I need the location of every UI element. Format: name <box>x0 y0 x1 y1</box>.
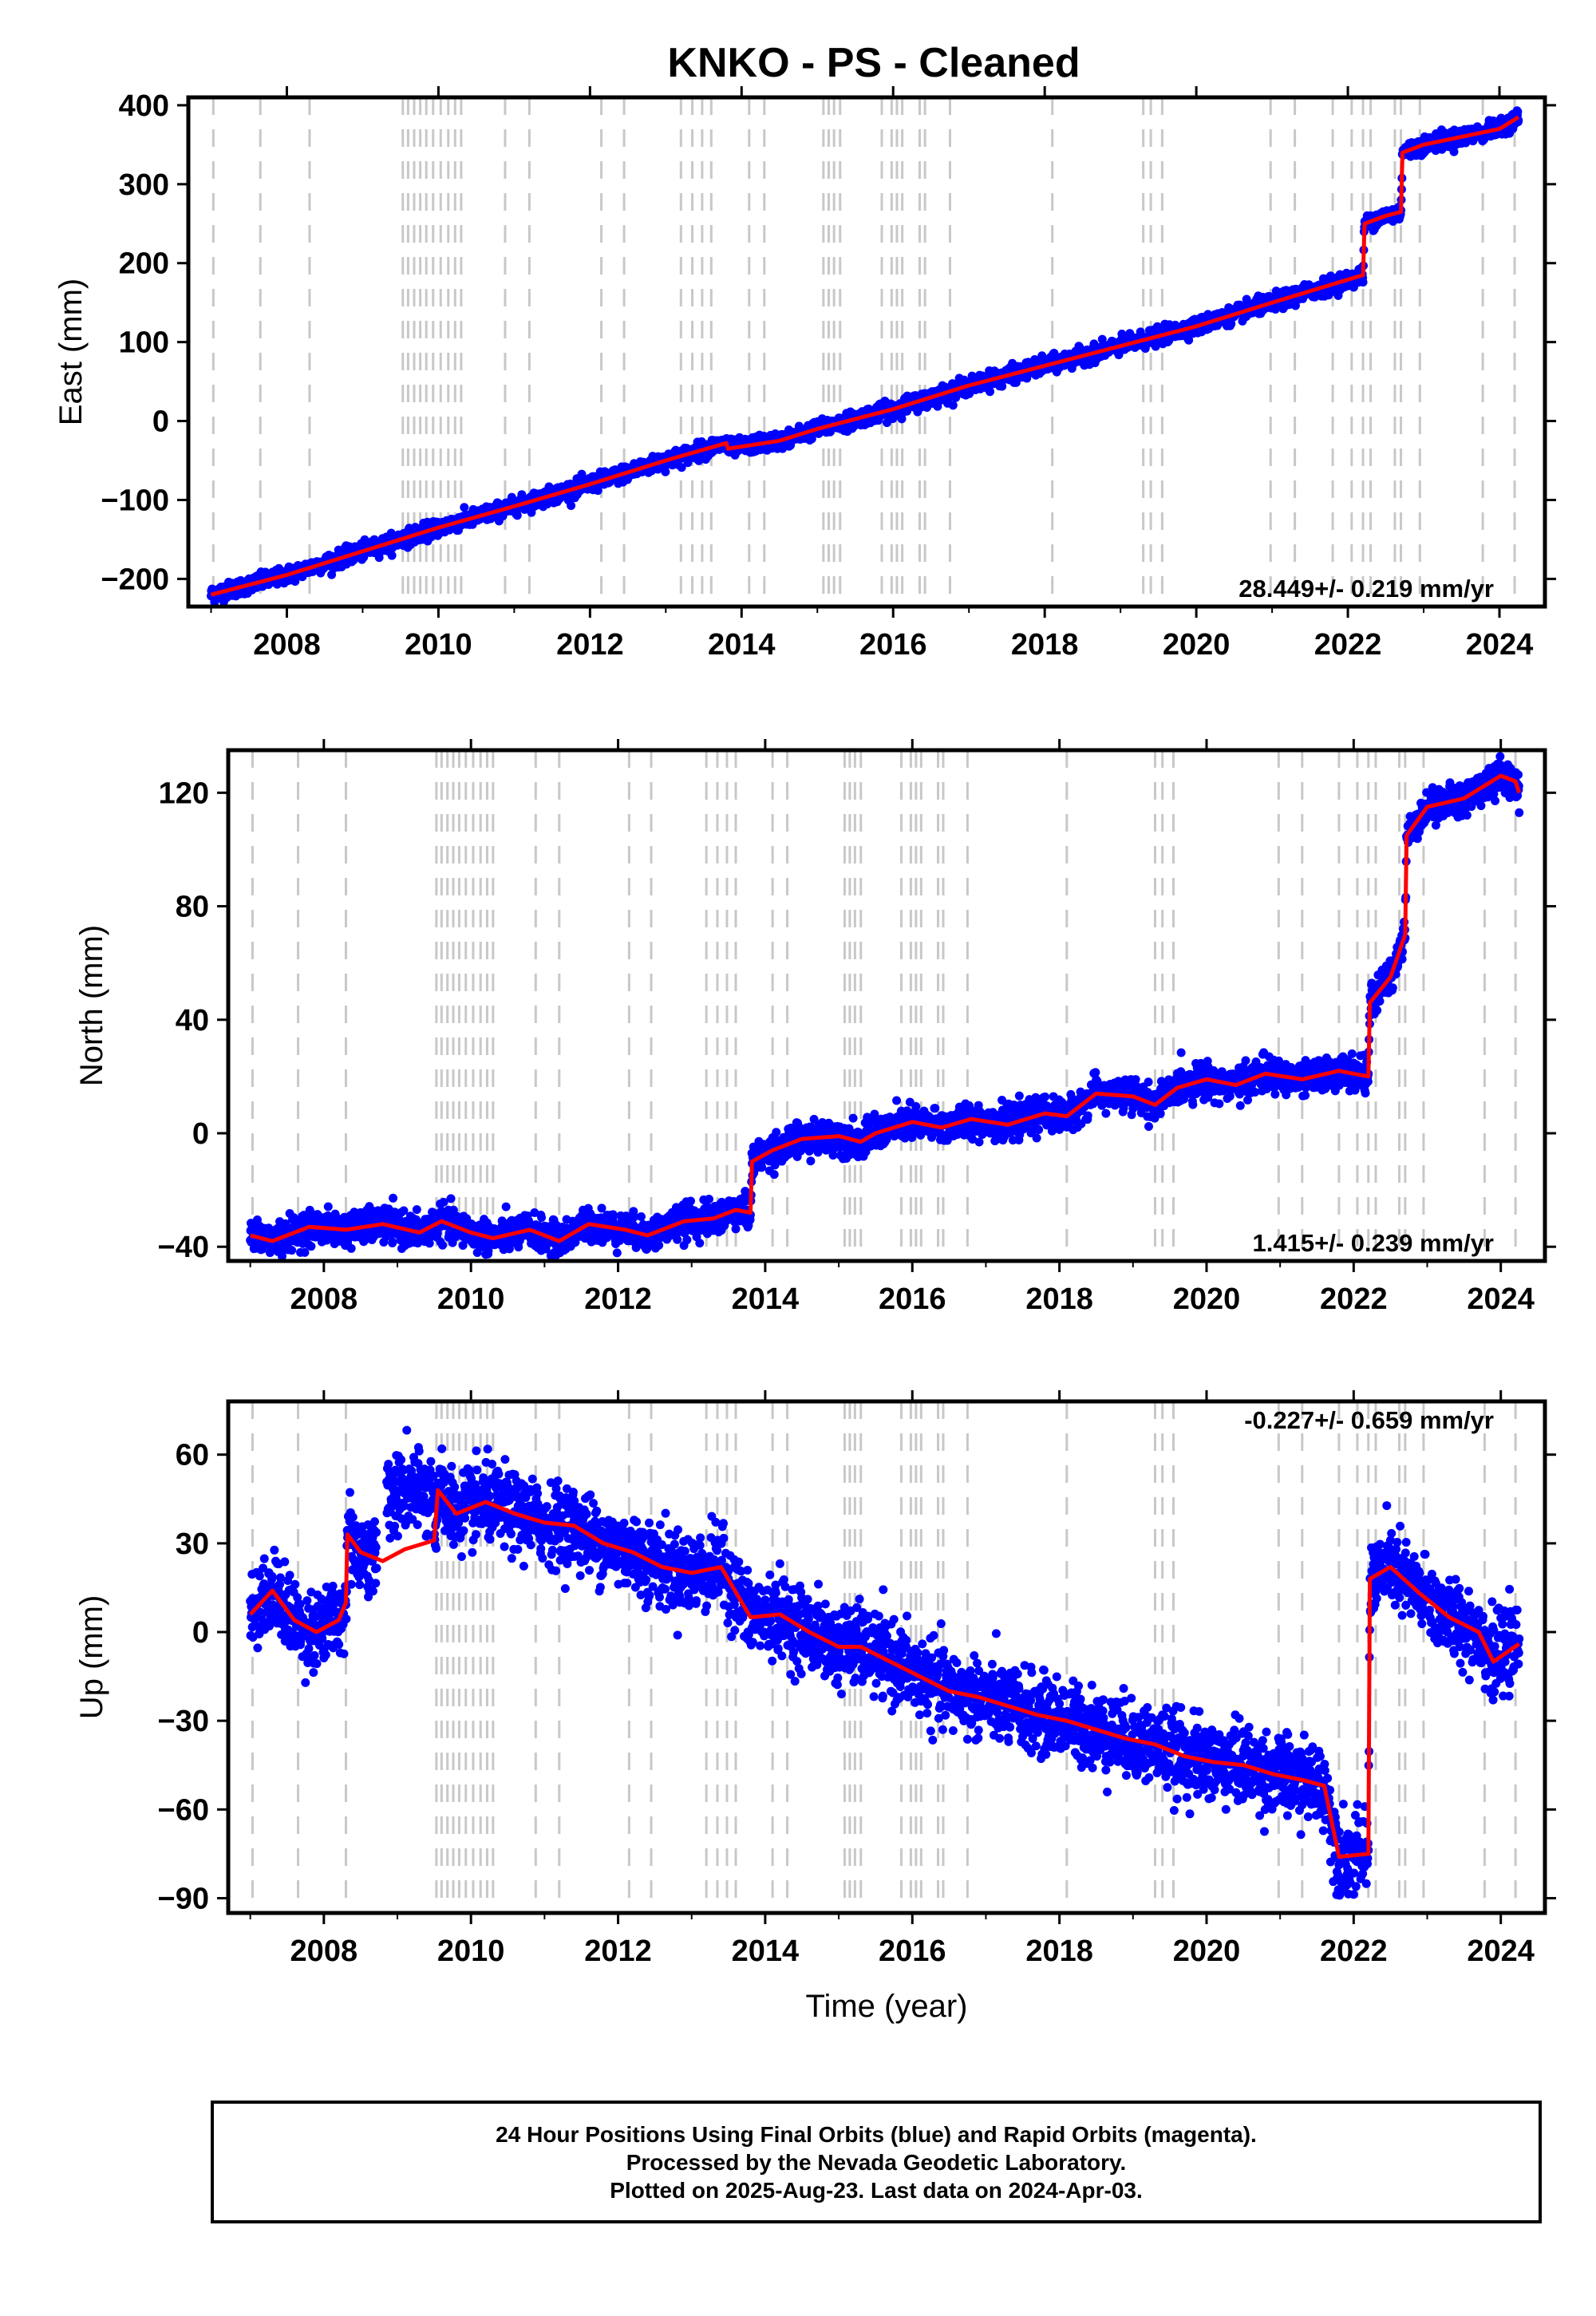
data-point <box>1449 147 1459 156</box>
x-tick-label: 2022 <box>1314 628 1382 662</box>
event-lines <box>211 97 1516 607</box>
panel-1: 2008 2010 2012 2014 2016 2018 2020 2022 2024 −200… <box>53 86 1556 662</box>
data-point <box>567 500 576 510</box>
x-tick-label: 2014 <box>708 628 776 662</box>
event-lines <box>251 750 1517 1261</box>
data-point <box>501 1202 511 1211</box>
data-point <box>998 381 1007 391</box>
rate-label: 28.449+/- 0.219 mm/yr <box>1238 575 1494 603</box>
data-point <box>388 1237 397 1247</box>
data-point <box>439 1197 448 1207</box>
y-tick-label: 200 <box>119 247 169 281</box>
data-point <box>346 1243 356 1253</box>
panel-2: 2008 2010 2012 2014 2016 2018 2020 2022 2024−400… <box>74 739 1556 1316</box>
data-point <box>389 1193 398 1203</box>
data-point <box>438 1240 448 1250</box>
y-tick-label: 100 <box>119 326 169 360</box>
y-tick-label: −100 <box>101 484 169 517</box>
data-point <box>306 1242 316 1251</box>
x-tick-label: 2010 <box>405 628 472 662</box>
data-point <box>300 1247 310 1257</box>
data-point <box>1358 278 1368 287</box>
x-tick-label: 2012 <box>556 628 624 662</box>
y-tick-label: 0 <box>152 405 169 439</box>
figure-title: KNKO - PS - Cleaned <box>667 40 1080 86</box>
chart-panels: 2008 2010 2012 2014 2016 2018 2020 2022 2024 −200… <box>53 86 1556 2024</box>
data-point <box>323 1202 333 1211</box>
x-tick-label: 2018 <box>1011 628 1079 662</box>
model-line <box>210 115 1520 597</box>
plot-frame <box>186 95 1547 609</box>
y-tick-label: −200 <box>101 563 169 596</box>
y-axis-label: East (mm) <box>53 279 89 425</box>
data-point <box>277 1251 286 1261</box>
x-tick-label: 2020 <box>1163 628 1231 662</box>
data-point <box>374 553 384 563</box>
data-points <box>206 106 1523 607</box>
data-point <box>986 387 995 397</box>
data-point <box>458 1241 468 1251</box>
data-point <box>412 1205 421 1215</box>
y-tick-label: 400 <box>119 89 169 123</box>
data-point <box>677 463 686 472</box>
data-point <box>512 511 522 520</box>
y-tick-label: 300 <box>119 168 169 202</box>
x-tick-label: 2024 <box>1466 628 1534 662</box>
data-point <box>661 467 670 476</box>
data-point <box>537 1213 547 1223</box>
data-point <box>460 503 469 512</box>
data-point <box>1227 319 1236 329</box>
data-point <box>399 1206 409 1215</box>
data-point <box>425 1239 434 1248</box>
data-point <box>287 1246 297 1255</box>
x-tick-label: 2016 <box>859 628 927 662</box>
data-point <box>504 1244 514 1254</box>
data-point <box>948 401 958 410</box>
data-point <box>361 1235 370 1244</box>
data-point <box>1097 334 1107 344</box>
x-tick-label: 2008 <box>253 628 321 662</box>
data-point <box>1513 107 1523 117</box>
data-point <box>360 535 369 544</box>
data-point <box>446 1194 456 1203</box>
data-point <box>387 551 397 560</box>
